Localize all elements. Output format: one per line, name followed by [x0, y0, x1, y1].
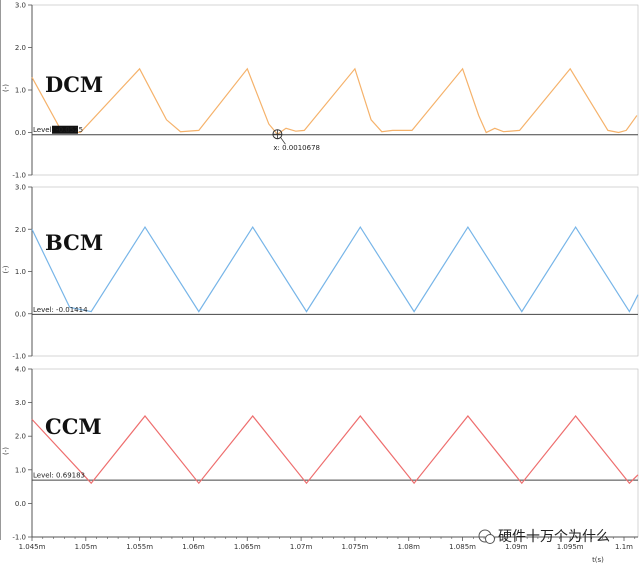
xtick-label: 1.065m: [234, 543, 261, 551]
dcm-level-highlight: [52, 125, 78, 134]
watermark: 硬件十万个为什么: [478, 529, 610, 545]
ccm-mode-title: CCM: [45, 414, 102, 439]
xtick-label: 1.055m: [126, 543, 153, 551]
dcm-ytick-label: -1.0: [12, 172, 26, 180]
ccm-ytick-label: 2.0: [15, 433, 26, 441]
ccm-ytick-label: 3.0: [15, 399, 26, 407]
ccm-ytick-label: 0.0: [15, 500, 26, 508]
bcm-ytick-label: -1.0: [12, 353, 26, 361]
dcm-mode-title: DCM: [45, 72, 103, 97]
bcm-ylabel: (-): [2, 265, 10, 273]
xtick-label: 1.06m: [182, 543, 205, 551]
dcm-ylabel: (-): [2, 84, 10, 92]
dcm-ytick-label: 1.0: [15, 87, 26, 95]
xtick-label: 1.075m: [341, 543, 368, 551]
dcm-ytick-label: 0.0: [15, 129, 26, 137]
ccm-ylabel: (-): [2, 447, 10, 455]
xtick-label: 1.09m: [505, 543, 528, 551]
xtick-label: 1.08m: [398, 543, 421, 551]
dcm-ytick-label: 2.0: [15, 44, 26, 52]
xtick-label: 1.1m: [615, 543, 633, 551]
bcm-ytick-label: 2.0: [15, 226, 26, 234]
xtick-label: 1.095m: [557, 543, 584, 551]
xtick-label: 1.085m: [449, 543, 476, 551]
bcm-ytick-label: 3.0: [15, 184, 26, 192]
cursor-leader: [280, 136, 286, 145]
xtick-label: 1.045m: [19, 543, 46, 551]
wechat-logo-icon-small: [485, 534, 495, 544]
ccm-ytick-label: 1.0: [15, 466, 26, 474]
dcm-level-label: Level: -0.0525: [33, 126, 83, 134]
x-axis-label: t(s): [592, 556, 604, 564]
xtick-label: 1.05m: [75, 543, 98, 551]
ccm-level-label: Level: 0.69183: [33, 472, 85, 480]
bcm-waveform: [31, 225, 639, 313]
ccm-ytick-label: 4.0: [15, 366, 26, 374]
dcm-panel-frame: [31, 4, 639, 176]
bcm-level-label: Level: -0.01414: [33, 306, 88, 314]
bcm-ytick-label: 0.0: [15, 310, 26, 318]
ccm-ytick-label: -1.0: [12, 534, 26, 542]
xtick-label: 1.07m: [290, 543, 313, 551]
dcm-waveform: [31, 67, 638, 136]
ccm-waveform: [31, 415, 639, 485]
bcm-mode-title: BCM: [45, 230, 103, 255]
dcm-ytick-label: 3.0: [15, 2, 26, 10]
ccm-panel-frame: [31, 368, 639, 538]
watermark-text: 硬件十万个为什么: [498, 529, 610, 545]
bcm-ytick-label: 1.0: [15, 268, 26, 276]
cursor-x-readout: x: 0.0010678: [273, 144, 320, 152]
